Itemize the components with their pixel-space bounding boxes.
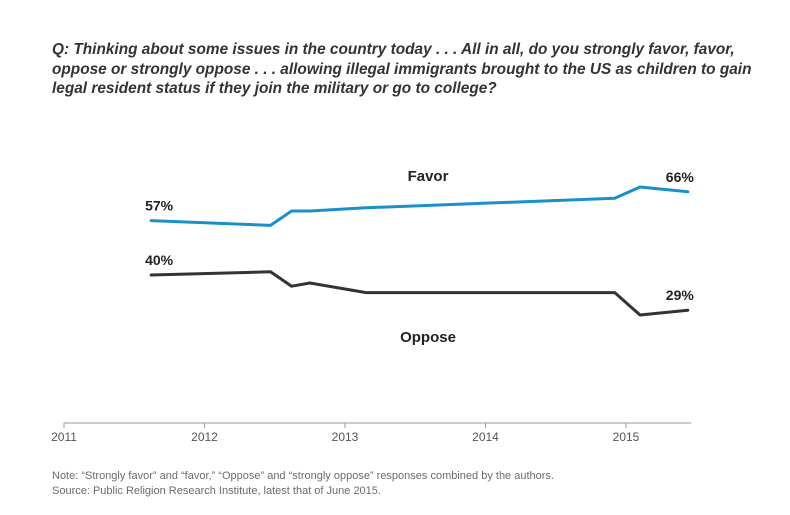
chart-notes: Note: “Strongly favor” and “favor,” “Opp… [52,469,554,499]
x-tick-label-2011: 2011 [51,430,77,444]
x-tick-label-2012: 2012 [191,430,218,444]
series-line-oppose [149,270,690,317]
x-tick-label-2015: 2015 [613,430,640,444]
start-label-oppose: 40% [145,252,174,268]
x-tick-label-2013: 2013 [332,430,359,444]
end-label-favor: 66% [666,169,695,185]
series-name-oppose: Oppose [400,329,456,346]
start-label-favor: 57% [145,198,174,214]
source-text: Source: Public Religion Research Institu… [52,485,381,497]
x-tick-label-2014: 2014 [472,430,499,444]
series-line-favor [149,185,690,227]
end-label-oppose: 29% [666,287,695,303]
note-text: Note: “Strongly favor” and “favor,” “Opp… [52,470,554,482]
question-title: Q: Thinking about some issues in the cou… [52,41,752,97]
series-name-favor: Favor [408,168,449,185]
